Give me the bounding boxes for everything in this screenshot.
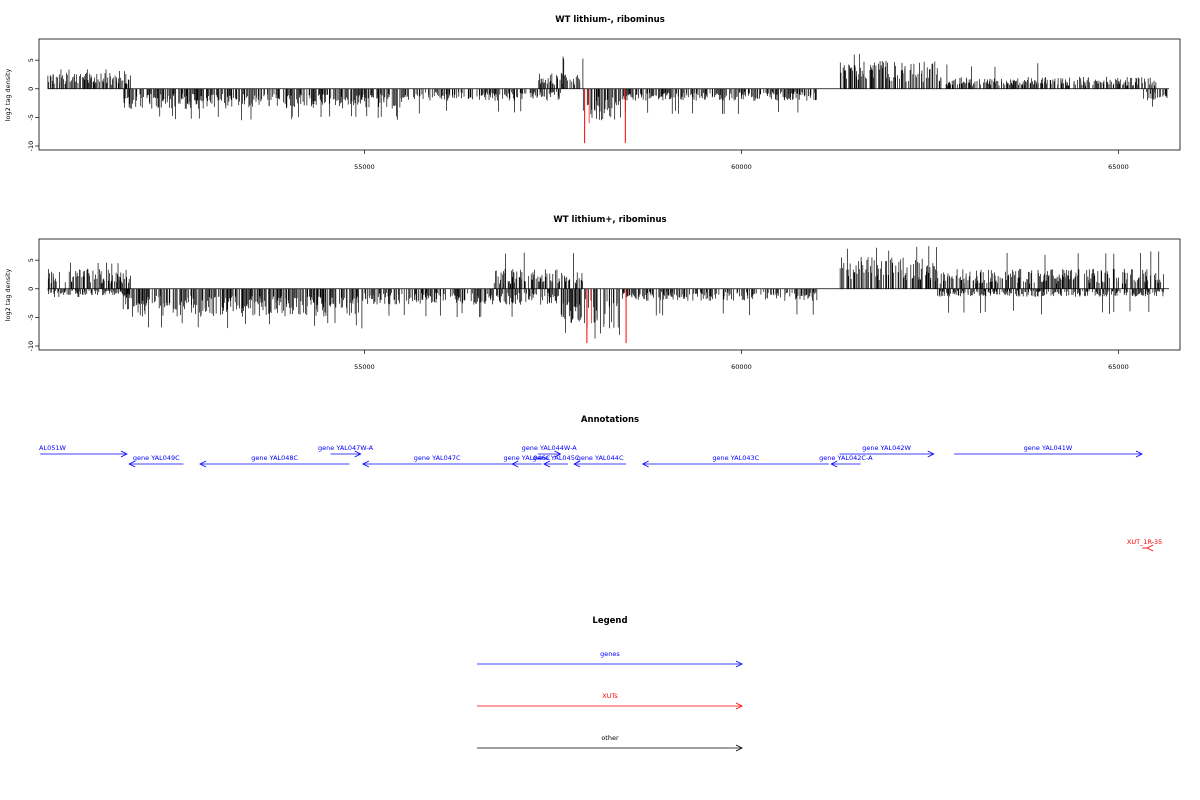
legend-item-genes: genes <box>477 650 743 668</box>
annotations-title: Annotations <box>581 415 639 425</box>
panel-title: WT lithium-, ribominus <box>555 15 665 25</box>
legend-item-xuts: XUTs <box>477 692 743 710</box>
feature-gene-yal042w: gene YAL042W <box>839 444 935 458</box>
arrow-head-icon <box>354 450 362 458</box>
feature-label: XUT_1R-35 <box>1127 538 1162 546</box>
feature-gene-yal045c: gene YAL045C <box>533 454 580 468</box>
feature-gene-yal047w-a: gene YAL047W-A <box>318 444 374 458</box>
feature-gene-yal048c: gene YAL048C <box>199 454 350 468</box>
legend-label: XUTs <box>602 692 618 700</box>
feature-label: AL051W <box>39 444 66 452</box>
y-axis-label: log2 tag density <box>4 69 12 122</box>
density-bars <box>47 53 1168 121</box>
feature-label: gene YAL049C <box>133 454 180 462</box>
x-tick-label: 65000 <box>1108 363 1129 371</box>
y-axis-label: log2 tag density <box>4 269 12 322</box>
feature-gene-yal044c: gene YAL044C <box>573 454 627 468</box>
feature-xut_1r-35: XUT_1R-35 <box>1127 538 1162 552</box>
feature-gene-yal047c: gene YAL047C <box>362 454 512 468</box>
y-tick-label: -10 <box>27 141 35 152</box>
legend: Legend genes XUTs other <box>477 616 743 752</box>
x-axis: 55000 60000 65000 <box>354 150 1129 171</box>
arrow-head-icon <box>120 450 128 458</box>
arrow-head-icon <box>735 660 743 668</box>
y-tick-label: 0 <box>27 287 35 291</box>
feature-label: gene YAL042C-A <box>819 454 873 462</box>
feature-gene-yal044w-a: gene YAL044W-A <box>522 444 578 458</box>
arrow-head-icon <box>735 744 743 752</box>
feature-label: gene YAL048C <box>251 454 298 462</box>
feature-label: gene YAL044W-A <box>522 444 578 452</box>
x-tick-label: 60000 <box>731 363 752 371</box>
y-tick-label: 0 <box>27 87 35 91</box>
arrow-head-icon <box>830 460 838 468</box>
feature-gene-yal041w: gene YAL041W <box>954 444 1143 458</box>
feature-label: gene YAL041W <box>1024 444 1073 452</box>
arrow-head-icon <box>927 450 935 458</box>
arrow-head-icon <box>199 460 207 468</box>
y-tick-label: 5 <box>27 258 35 262</box>
feature-label: gene YAL046C <box>504 454 551 462</box>
y-axis: -10 -5 0 5 <box>27 258 39 351</box>
arrow-head-icon <box>511 460 519 468</box>
y-tick-label: -10 <box>27 341 35 352</box>
arrow-head-icon <box>641 460 649 468</box>
feature-gene-yal046c: gene YAL046C <box>504 454 551 468</box>
arrow-head-icon <box>554 450 562 458</box>
y-tick-label: -5 <box>27 314 35 320</box>
arrow-head-icon <box>543 460 551 468</box>
legend-title: Legend <box>592 616 627 626</box>
legend-item-other: other <box>477 734 743 752</box>
arrow-head-icon <box>1135 450 1143 458</box>
x-tick-label: 65000 <box>1108 163 1129 171</box>
x-tick-label: 60000 <box>731 163 752 171</box>
panel-title: WT lithium+, ribominus <box>553 215 666 225</box>
annotations-track: Annotations AL051W gene YAL049C gene YAL04… <box>39 415 1162 552</box>
feature-label: gene YAL042W <box>862 444 911 452</box>
legend-label: genes <box>600 650 620 658</box>
arrow-head-icon <box>362 460 370 468</box>
density-bars <box>47 246 1164 339</box>
track-panel-lithium-minus: WT lithium-, ribominus log2 tag density … <box>4 15 1181 171</box>
y-tick-label: -5 <box>27 114 35 120</box>
feature-label: gene YAL043C <box>712 454 759 462</box>
feature-label: gene YAL047C <box>414 454 461 462</box>
plot-frame <box>38 38 1181 151</box>
y-tick-label: 5 <box>27 58 35 62</box>
legend-label: other <box>601 734 619 742</box>
highlight-bars <box>586 288 627 344</box>
feature-label: gene YAL044C <box>577 454 624 462</box>
feature-gene-yal049c: gene YAL049C <box>128 454 184 468</box>
feature-gene-yal043c: gene YAL043C <box>641 454 829 468</box>
legend-items: genes XUTs other <box>477 650 743 752</box>
feature-gene-yal042c-a: gene YAL042C-A <box>819 454 873 468</box>
feature-list: AL051W gene YAL049C gene YAL048C gene YAL04… <box>39 444 1162 552</box>
arrow-head-icon <box>128 460 136 468</box>
track-panel-lithium-plus: WT lithium+, ribominus log2 tag density … <box>4 215 1181 371</box>
feature-label: gene YAL047W-A <box>318 444 374 452</box>
arrow-head-icon <box>735 702 743 710</box>
feature-label: gene YAL045C <box>533 454 580 462</box>
highlight-bars <box>584 88 626 144</box>
x-tick-label: 55000 <box>354 363 375 371</box>
feature-al051w: AL051W <box>39 444 128 458</box>
arrow-head-icon <box>573 460 581 468</box>
plot-frame <box>38 238 1181 351</box>
y-axis: -10 -5 0 5 <box>27 58 39 151</box>
x-tick-label: 55000 <box>354 163 375 171</box>
arrow-head-icon <box>1146 544 1154 552</box>
x-axis: 55000 60000 65000 <box>354 350 1129 371</box>
